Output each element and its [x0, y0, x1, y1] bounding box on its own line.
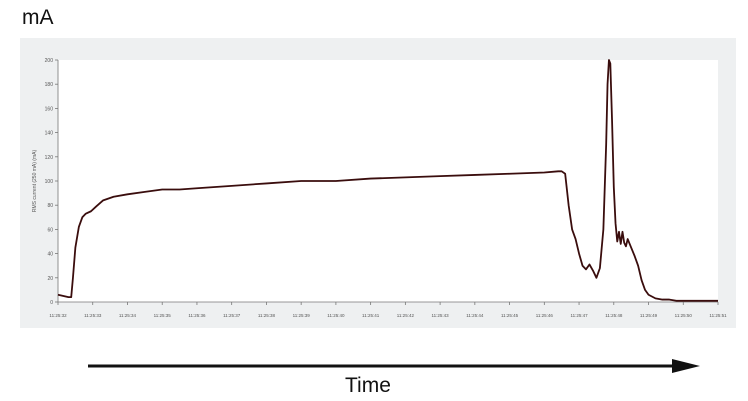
x-tick-label: 11:25:36	[188, 313, 206, 318]
y-tick-label: 200	[45, 58, 54, 64]
y-tick-label: 100	[45, 179, 54, 185]
y-tick-label: 180	[45, 82, 54, 88]
x-tick-label: 11:25:33	[84, 313, 102, 318]
x-tick-label: 11:25:34	[119, 313, 137, 318]
chart-frame: 0 20 40 60 80 100 120 140 160 180 200 11:25:32 11:2…	[20, 38, 736, 328]
x-tick-label: 11:25:39	[293, 313, 311, 318]
x-tick-label: 11:25:51	[709, 313, 727, 318]
x-tick-label: 11:25:45	[501, 313, 519, 318]
x-tick-label: 11:25:42	[397, 313, 415, 318]
y-tick-label: 80	[47, 203, 53, 209]
x-tick-label: 11:25:46	[536, 313, 554, 318]
x-tick-label: 11:25:41	[362, 313, 380, 318]
series-line	[57, 59, 718, 302]
y-tick-label: 160	[45, 106, 54, 112]
x-tick-label: 11:25:47	[570, 313, 588, 318]
x-tick-label: 11:25:48	[605, 313, 623, 318]
y-tick-label: 120	[45, 155, 54, 161]
y-axis-title: RMS current (250 mA) (mA)	[32, 150, 38, 213]
plot-area	[58, 60, 718, 302]
x-tick-label: 11:25:43	[432, 313, 450, 318]
x-tick-label: 11:25:40	[327, 313, 345, 318]
x-tick-label: 11:25:44	[466, 313, 484, 318]
x-tick-label: 11:25:37	[223, 313, 241, 318]
time-arrow	[88, 359, 700, 373]
x-tick-label: 11:25:35	[154, 313, 172, 318]
time-arrow-head	[672, 359, 700, 373]
x-tick-label: 11:25:38	[258, 313, 276, 318]
x-axis: 11:25:32 11:25:33 11:25:34 11:25:35 11:25:36…	[49, 301, 727, 318]
y-unit-label: mA	[22, 6, 54, 29]
y-tick-label: 0	[50, 300, 53, 306]
y-axis: 0 20 40 60 80 100 120 140 160 180 200	[45, 58, 59, 306]
y-tick-label: 140	[45, 131, 54, 137]
x-tick-label: 11:25:50	[675, 313, 693, 318]
x-tick-label: 11:25:49	[640, 313, 658, 318]
y-tick-label: 40	[47, 252, 53, 258]
y-tick-label: 60	[47, 227, 53, 233]
time-label: Time	[345, 374, 391, 397]
y-tick-label: 20	[47, 276, 53, 282]
x-tick-label: 11:25:32	[49, 313, 67, 318]
